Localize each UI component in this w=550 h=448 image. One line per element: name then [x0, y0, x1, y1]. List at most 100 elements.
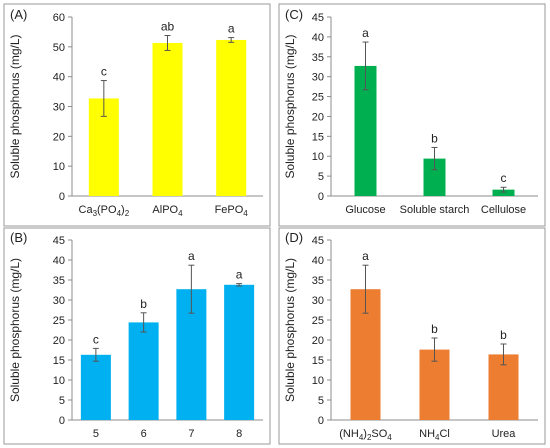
bar [128, 322, 159, 420]
y-axis-title: Soluble phosphorus (mg/L) [8, 34, 22, 178]
bar [423, 158, 446, 196]
bar [80, 354, 111, 420]
chart-panel-3: (B) Soluble phosphorus (mg/L) 0 5 10 15 20 25 30… [3, 227, 271, 445]
y-tick-label: 40 [312, 32, 324, 44]
panel-letter: (B) [10, 230, 27, 245]
y-tick-label: 30 [53, 102, 65, 114]
y-tick-label: 30 [312, 72, 324, 84]
bar [354, 65, 377, 196]
label-text: 8 [236, 428, 242, 440]
significance-letter: ab [161, 19, 175, 33]
category-label: 7 [188, 428, 194, 440]
subscript: 2 [125, 209, 130, 218]
label-text: NH [419, 428, 435, 440]
subscript: 4 [117, 209, 122, 218]
y-tick-label: 40 [53, 255, 65, 267]
y-tick-label: 60 [53, 12, 65, 24]
subscript: 4 [387, 433, 392, 442]
category-label: NH4Cl [419, 428, 450, 442]
label-text: (PO [97, 204, 117, 216]
significance-letter: a [236, 268, 243, 282]
label-text: SO [371, 428, 387, 440]
y-tick-label: 15 [312, 355, 324, 367]
y-tick-label: 30 [53, 295, 65, 307]
label-text: Glucose [345, 204, 385, 216]
category-label: Soluble starch [400, 204, 470, 216]
label-text: Cellulose [481, 204, 526, 216]
label-text: Ca [79, 204, 94, 216]
significance-letter: b [431, 131, 438, 145]
panel-frame [278, 227, 546, 445]
significance-letter: c [501, 171, 507, 185]
category-label: (NH4)2SO4 [339, 428, 392, 442]
category-label: Glucose [345, 204, 385, 216]
significance-letter: b [431, 322, 438, 336]
y-tick-label: 20 [312, 111, 324, 123]
bar [492, 189, 515, 196]
bar [152, 42, 183, 196]
significance-letter: b [500, 328, 507, 342]
subscript: 3 [93, 209, 98, 218]
subscript: 2 [367, 433, 372, 442]
y-tick-label: 40 [312, 255, 324, 267]
y-tick-label: 0 [59, 191, 65, 203]
label-text: Cl [439, 428, 449, 440]
y-tick-label: 45 [53, 235, 65, 247]
y-tick-label: 40 [53, 72, 65, 84]
category-label: Cellulose [481, 204, 526, 216]
chart-panel-4: (D) Soluble phosphorus (mg/L) 0 5 10 15 20 25 30… [278, 227, 546, 445]
label-text: Urea [492, 428, 517, 440]
panel-frame [3, 227, 271, 445]
significance-letter: a [228, 22, 235, 36]
label-text: AlPO [152, 204, 178, 216]
category-label: 5 [93, 428, 99, 440]
category-label: FePO4 [215, 204, 249, 218]
y-tick-label: 20 [53, 335, 65, 347]
category-label: 8 [236, 428, 242, 440]
panel-letter: (C) [285, 7, 303, 22]
subscript: 4 [243, 209, 248, 218]
y-tick-label: 35 [53, 275, 65, 287]
y-tick-label: 35 [312, 52, 324, 64]
label-text: ) [121, 204, 125, 216]
subscript: 4 [435, 433, 440, 442]
category-label: Urea [492, 428, 517, 440]
bar [488, 354, 519, 420]
significance-letter: c [93, 332, 99, 346]
y-axis-title: Soluble phosphorus (mg/L) [283, 258, 297, 402]
y-tick-label: 10 [312, 375, 324, 387]
y-tick-label: 45 [312, 12, 324, 24]
panel-frame [278, 3, 546, 227]
panel-letter: (D) [285, 230, 303, 245]
bar [216, 39, 247, 197]
y-tick-label: 10 [312, 151, 324, 163]
subscript: 4 [178, 209, 183, 218]
y-tick-label: 25 [312, 315, 324, 327]
y-tick-label: 30 [312, 295, 324, 307]
label-text: Soluble starch [400, 204, 470, 216]
y-tick-label: 45 [312, 235, 324, 247]
significance-letter: a [362, 26, 369, 40]
y-tick-label: 25 [53, 315, 65, 327]
panel-letter: (A) [10, 7, 27, 22]
label-text: 7 [188, 428, 194, 440]
y-tick-label: 35 [312, 275, 324, 287]
y-axis-title: Soluble phosphorus (mg/L) [8, 258, 22, 402]
y-axis-title: Soluble phosphorus (mg/L) [283, 34, 297, 178]
y-tick-label: 15 [312, 131, 324, 143]
label-text: 5 [93, 428, 99, 440]
label-text: FePO [215, 204, 244, 216]
bar [224, 284, 255, 420]
y-tick-label: 5 [59, 395, 65, 407]
y-tick-label: 10 [53, 161, 65, 173]
category-label: Ca3(PO4)2 [79, 204, 130, 218]
y-tick-label: 5 [318, 171, 324, 183]
panel-frame [3, 3, 271, 227]
y-tick-label: 20 [312, 335, 324, 347]
y-tick-label: 5 [318, 395, 324, 407]
y-tick-label: 10 [53, 375, 65, 387]
y-tick-label: 0 [318, 191, 324, 203]
category-label: 6 [141, 428, 147, 440]
category-label: AlPO4 [152, 204, 183, 218]
